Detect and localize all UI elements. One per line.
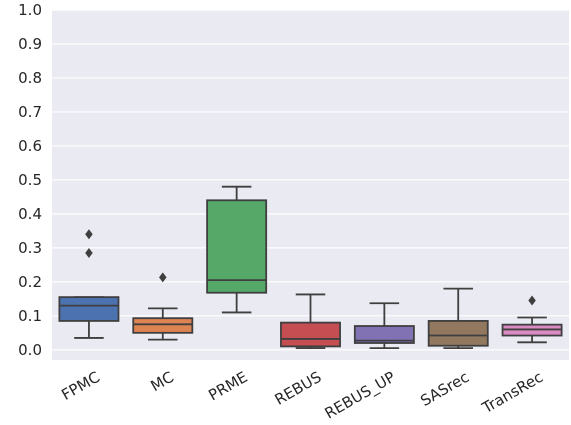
iqr-box	[427, 320, 489, 347]
box-rebus-up	[353, 302, 415, 350]
box-transrec	[501, 295, 563, 344]
outlier-point	[85, 247, 93, 258]
box-fpmc	[58, 229, 120, 339]
outlier-point	[159, 272, 167, 283]
boxes	[58, 185, 563, 350]
y-tick-label: 0.4	[18, 205, 42, 223]
outlier-point	[528, 295, 536, 306]
x-tick-label: TransRec	[478, 368, 546, 418]
outlier-point	[85, 229, 93, 240]
y-tick-label: 0.8	[18, 69, 42, 87]
iqr-box	[132, 317, 194, 334]
iqr-box	[58, 296, 120, 322]
x-tick-label: PRME	[205, 368, 250, 405]
box-prme	[206, 185, 268, 314]
y-tick-label: 0.6	[18, 137, 42, 155]
box-sasrec	[427, 287, 489, 350]
x-tick-label: MC	[148, 368, 177, 395]
y-tick-label: 0.9	[18, 35, 42, 53]
y-tick-label: 1.0	[18, 1, 42, 19]
box-mc	[132, 272, 194, 341]
y-tick-label: 0.0	[18, 341, 42, 359]
x-tick-label: FPMC	[58, 368, 103, 404]
y-axis-ticks: 0.0 0.1 0.2 0.3 0.4 0.5 0.6 0.7 0.8 0.9 1.0	[18, 1, 42, 359]
y-tick-label: 0.5	[18, 171, 42, 189]
box-rebus	[280, 293, 341, 350]
x-tick-label: SASrec	[417, 368, 472, 410]
y-tick-label: 0.1	[18, 307, 42, 325]
iqr-box	[280, 321, 341, 348]
x-tick-label: REBUS_UP	[322, 368, 399, 424]
x-tick-label: REBUS	[272, 368, 325, 409]
iqr-box	[206, 199, 268, 294]
y-tick-label: 0.2	[18, 273, 42, 291]
y-tick-label: 0.3	[18, 239, 42, 257]
iqr-box	[353, 325, 415, 344]
y-tick-label: 0.7	[18, 103, 42, 121]
